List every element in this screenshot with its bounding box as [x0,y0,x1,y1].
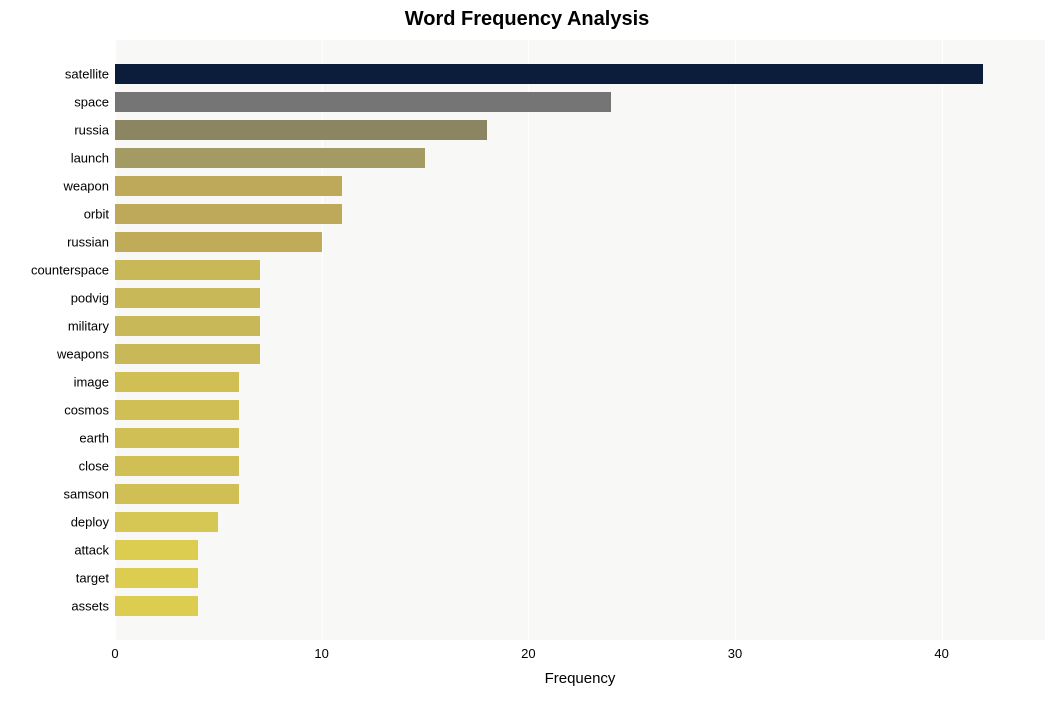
y-tick-label: close [79,459,109,474]
y-tick-label: cosmos [64,403,109,418]
grid-line [735,40,736,640]
bar [115,372,239,392]
bar [115,64,983,84]
y-tick-label: russian [67,235,109,250]
y-tick-label: russia [74,123,109,138]
grid-line [528,40,529,640]
y-tick-label: counterspace [31,263,109,278]
y-tick-label: earth [79,431,109,446]
y-tick-label: orbit [84,207,109,222]
x-tick-label: 40 [934,646,948,661]
x-tick-label: 10 [314,646,328,661]
bar [115,92,611,112]
bar [115,400,239,420]
chart-title: Word Frequency Analysis [0,8,1054,31]
bar [115,176,342,196]
x-tick-label: 0 [111,646,118,661]
x-tick-label: 30 [728,646,742,661]
y-tick-label: target [76,571,109,586]
bar [115,120,487,140]
y-tick-label: attack [74,543,109,558]
bar [115,344,260,364]
y-tick-label: space [74,95,109,110]
bar [115,596,198,616]
bar [115,456,239,476]
y-tick-label: military [68,319,109,334]
bar [115,484,239,504]
y-tick-label: assets [71,599,109,614]
y-tick-label: weapons [57,347,109,362]
plot-area [115,40,1045,640]
y-tick-label: podvig [71,291,109,306]
bar [115,540,198,560]
bar [115,568,198,588]
bar [115,316,260,336]
y-tick-label: satellite [65,67,109,82]
y-tick-label: weapon [63,179,109,194]
chart-container: Word Frequency Analysis Frequency 0 10 20 3… [0,0,1054,701]
y-tick-label: image [74,375,109,390]
bar [115,288,260,308]
y-tick-label: launch [71,151,109,166]
x-axis-title: Frequency [115,670,1045,687]
grid-line [942,40,943,640]
bar [115,512,218,532]
bar [115,148,425,168]
y-tick-label: samson [63,487,109,502]
bar [115,428,239,448]
bar [115,204,342,224]
y-tick-label: deploy [71,515,109,530]
x-tick-label: 20 [521,646,535,661]
bar [115,232,322,252]
bar [115,260,260,280]
x-axis-title-text: Frequency [545,670,616,687]
